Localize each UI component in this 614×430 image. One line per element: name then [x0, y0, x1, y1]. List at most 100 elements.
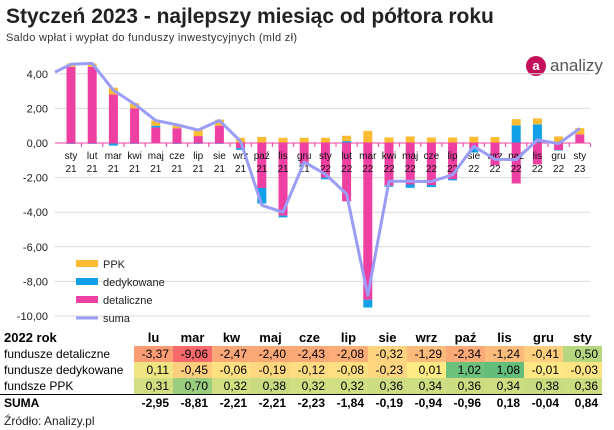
analizy-logo: a analizy [526, 56, 603, 76]
table-row: fundusze dedykowane 0,11 -0,45 -0,06 -0,19 -0… [0, 362, 602, 378]
legend-swatch [76, 278, 98, 285]
table-cell: 0,38 [524, 378, 563, 395]
y-tick-label: 4,00 [27, 69, 48, 81]
y-tick-label: 2,00 [27, 103, 48, 115]
bar-detaliczne [66, 66, 76, 143]
x-tick-label-month: sty [319, 151, 332, 162]
x-tick-label-month: cze [169, 151, 185, 162]
bar-detaliczne [363, 143, 373, 300]
bar-detaliczne [511, 143, 521, 184]
line-suma [54, 61, 581, 297]
bar-PPK [448, 137, 458, 143]
table-cell: -0,19 [251, 362, 290, 378]
x-tick-label-month: maj [148, 151, 164, 162]
table-cell: -1,24 [485, 346, 524, 362]
x-tick-label-month: lis [278, 151, 287, 162]
sum-cell: 0,84 [563, 394, 602, 411]
x-tick-label-month: kwi [127, 151, 141, 162]
x-tick-label-month: sie [467, 151, 480, 162]
x-tick-label-year: 22 [468, 164, 480, 175]
column-header: paź [454, 330, 477, 345]
bar-detaliczne [384, 143, 394, 186]
bar-detaliczne [193, 136, 203, 143]
summary-table: 2022 rok lu mar kw maj cze lip sie wrz paź lis gru s… [0, 330, 602, 411]
bar-PPK [532, 118, 542, 125]
bar-dedykowane [469, 148, 479, 153]
x-tick-label-month: paź [254, 151, 270, 162]
column-header: kw [222, 330, 241, 345]
y-tick-label: -6,00 [23, 242, 48, 254]
bar-PPK [278, 137, 288, 143]
y-tick-label: 0,00 [27, 138, 48, 150]
table-cell: -0,45 [173, 362, 212, 378]
x-tick-label-month: kwi [382, 151, 396, 162]
row-label: fundusze dedykowane [4, 363, 124, 377]
bar-detaliczne [257, 143, 267, 188]
subtitle: Saldo wpłat i wypłat do funduszy inwesty… [6, 32, 298, 44]
table-row: fundsze PPK 0,31 0,70 0,32 0,38 0,32 0,32 0,36 0… [0, 378, 602, 395]
legend-label: detaliczne [103, 295, 153, 307]
row-label: fundsze PPK [4, 379, 74, 393]
table-cell: -2,43 [290, 346, 329, 362]
column-header: 2022 rok [4, 330, 57, 345]
bar-PPK [426, 137, 436, 143]
x-tick-label-year: 22 [489, 164, 501, 175]
x-tick-label-month: wrz [486, 151, 503, 162]
table-cell: -2,34 [446, 346, 485, 362]
x-tick-label-year: 21 [214, 164, 226, 175]
bar-dedykowane [342, 141, 352, 143]
bar-dedykowane [257, 187, 267, 204]
table-cell: 0,36 [563, 378, 602, 395]
x-tick-label-month: sie [213, 151, 226, 162]
table-cell: 1,02 [446, 362, 485, 378]
bar-PPK [575, 128, 585, 135]
sum-row: SUMA -2,95 -8,81 -2,21 -2,21 -2,23 -1,84 -0,19-… [0, 394, 602, 411]
table-cell: -0,08 [329, 362, 368, 378]
bar-detaliczne [130, 108, 140, 143]
column-header: lis [497, 330, 512, 345]
x-tick-label-year: 21 [256, 164, 268, 175]
x-tick-label-year: 22 [553, 164, 565, 175]
bar-PPK [342, 135, 352, 142]
table-cell: 0,34 [407, 378, 446, 395]
x-tick-label-year: 22 [532, 164, 544, 175]
x-tick-label-year: 21 [277, 164, 289, 175]
source-note: Źródło: Analizy.pl [4, 414, 95, 428]
table-cell: 1,08 [485, 362, 524, 378]
x-tick-label-month: gru [551, 151, 565, 162]
sum-cell: 0,18 [485, 394, 524, 411]
bar-PPK [151, 120, 161, 126]
x-tick-label-month: lut [341, 151, 352, 162]
y-tick-label: -4,00 [23, 207, 48, 219]
x-tick-label-month: lip [448, 151, 458, 162]
bar-dedykowane [236, 148, 246, 150]
x-tick-label-year: 21 [171, 164, 183, 175]
column-header: wrz [415, 330, 438, 345]
sum-cell: -0,94 [407, 394, 446, 411]
legend-label: suma [103, 313, 131, 325]
bar-PPK [511, 119, 521, 126]
sum-cell: -0,19 [368, 394, 407, 411]
x-tick-label-year: 22 [405, 164, 417, 175]
x-tick-label-year: 21 [65, 164, 77, 175]
table-cell: -9,06 [173, 346, 212, 362]
table-header: 2022 rok lu mar kw maj cze lip sie wrz paź lis gru s… [0, 330, 602, 346]
bar-PPK [363, 130, 373, 143]
bar-dedykowane [108, 143, 118, 146]
bar-PPK [193, 129, 203, 137]
sum-cell: -8,81 [173, 394, 212, 411]
table-cell: -0,03 [563, 362, 602, 378]
x-tick-label-year: 22 [447, 164, 459, 175]
bar-dedykowane [554, 150, 564, 151]
x-tick-label-year: 21 [129, 164, 141, 175]
bar-dedykowane [278, 215, 288, 218]
x-tick-label-year: 21 [299, 164, 311, 175]
sum-cell: -0,04 [524, 394, 563, 411]
x-tick-label-month: paź [508, 151, 524, 162]
bar-detaliczne [320, 143, 330, 178]
bar-detaliczne [554, 143, 564, 151]
x-tick-label-month: cze [424, 151, 440, 162]
sum-cell: -2,21 [251, 394, 290, 411]
bar-detaliczne [448, 143, 458, 179]
